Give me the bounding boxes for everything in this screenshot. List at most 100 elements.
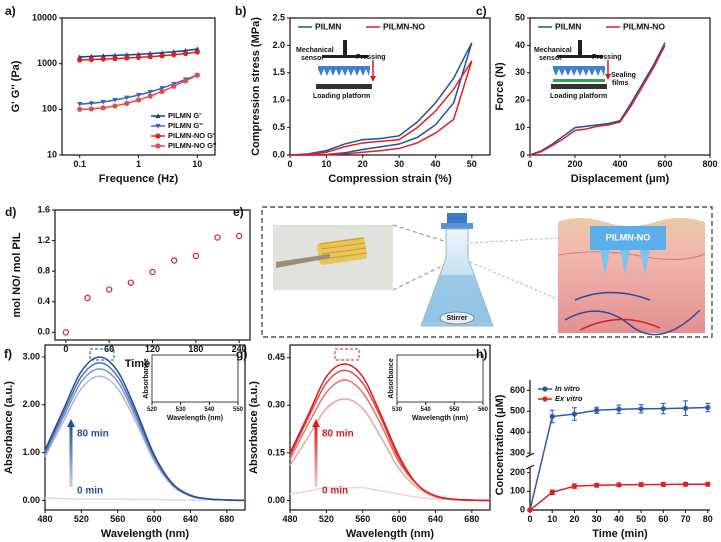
x-axis-label: Frequence (Hz) <box>99 173 179 185</box>
x-tick-label: 520 <box>147 407 158 413</box>
marker <box>124 55 130 61</box>
y-axis-label: Absorbance <box>388 358 395 399</box>
y-tick-label: 0.00 <box>22 495 40 505</box>
arrow-head <box>67 419 75 427</box>
x-tick-label: 800 <box>702 159 717 169</box>
marker <box>170 257 178 264</box>
legend-label: PILMN-NO G' <box>168 131 215 140</box>
y-tick-label: 10 <box>47 149 57 159</box>
legend-label: PILMN G'' <box>168 121 203 130</box>
plot-frame <box>151 354 239 403</box>
x-tick-label: 600 <box>147 514 162 524</box>
marker <box>155 113 161 119</box>
y-tick-label: 0.0 <box>272 149 285 159</box>
series-line <box>529 406 708 511</box>
x-tick-label: 680 <box>464 514 479 524</box>
marker <box>147 54 153 60</box>
sketch-text: films <box>612 80 628 87</box>
marker <box>100 105 106 111</box>
y-tick-label: 0.0 <box>37 327 50 337</box>
legend-label: PILMN-NO G'' <box>168 141 217 150</box>
sketch-text: Sealing <box>611 72 636 79</box>
panel-label: a) <box>5 4 16 18</box>
panel-label: c) <box>476 4 487 18</box>
y-axis-label: Absorbance (a.u.) <box>3 381 15 474</box>
arrow-shaft <box>69 425 73 487</box>
x-tick-label: 10 <box>547 514 557 524</box>
marker <box>660 481 666 488</box>
y-tick-label: 20 <box>515 95 525 105</box>
arrow-head <box>312 419 320 427</box>
x-tick-label: 530 <box>176 407 187 413</box>
marker <box>159 88 165 95</box>
y-tick-label: 40 <box>515 40 525 50</box>
x-tick-label: 1 <box>136 159 141 169</box>
series-line <box>289 363 491 502</box>
marker <box>527 507 533 513</box>
arrow-shaft <box>314 425 318 487</box>
y-tick-label: 0.15 <box>267 447 285 457</box>
x-axis-label: Wavelength (nm) <box>167 415 223 422</box>
marker <box>100 56 106 62</box>
y-axis-label: mol NO/ mol PIL <box>11 232 23 317</box>
y-tick-label: 2.00 <box>22 399 40 409</box>
marker <box>135 93 142 98</box>
axis-break <box>525 464 535 470</box>
sketch-b: Mechanical sensor Pressing Loading platf… <box>296 40 386 100</box>
plot-frame <box>44 344 246 511</box>
plot-frame <box>289 344 491 511</box>
marker <box>112 56 118 62</box>
y-axis-label: Absorbance <box>143 358 150 399</box>
marker <box>192 252 200 260</box>
marker <box>571 411 578 417</box>
x-tick-label: 550 <box>449 407 460 413</box>
legend-label: Ex vitro <box>555 394 583 403</box>
marker <box>105 286 113 293</box>
marker <box>549 489 555 495</box>
panel-label: d) <box>5 205 16 219</box>
y-tick-label: 1.0 <box>272 95 285 105</box>
marker <box>660 405 666 412</box>
legend-label: PILMN <box>555 21 581 31</box>
legend-label: PILMN <box>315 21 341 31</box>
marker <box>194 49 200 55</box>
sketch-text: Mechanical <box>296 47 334 54</box>
y-tick-label: 100 <box>42 104 57 114</box>
y-tick-label: 10000 <box>32 12 57 22</box>
annotation: 0 min <box>322 486 348 497</box>
marker <box>147 93 153 99</box>
y-axis-label: Absorbance (a.u.) <box>248 381 260 474</box>
marker <box>112 52 118 58</box>
legend-label: In vitro <box>555 384 580 393</box>
y-tick-label: 200 <box>510 467 525 477</box>
marker <box>171 52 177 58</box>
marker <box>124 95 130 101</box>
y-tick-label: 30 <box>515 67 525 77</box>
x-axis-label: Wavelength (nm) <box>101 528 190 540</box>
x-tick-label: 20 <box>358 159 368 169</box>
panel-label: h) <box>476 347 487 361</box>
x-tick-label: 180 <box>188 344 203 354</box>
y-axis-label: G' G'' (Pa) <box>10 60 22 112</box>
y-tick-label: 2.5 <box>272 12 285 22</box>
marker <box>147 89 153 95</box>
panel-label: e) <box>233 205 244 219</box>
marker <box>127 279 135 286</box>
y-tick-label: 0.4 <box>37 296 50 306</box>
y-axis-label: Force (N) <box>494 62 506 111</box>
x-tick-label: 0 <box>287 159 292 169</box>
patch-label: PILMN-NO <box>606 232 651 242</box>
x-tick-label: 240 <box>232 344 247 354</box>
x-tick-label: 400 <box>612 159 627 169</box>
marker <box>62 329 70 336</box>
y-tick-label: 0.45 <box>267 352 285 362</box>
x-axis-label: Wavelength (nm) <box>346 528 435 540</box>
sketch-c: Mechanical sensor Pressing Sealing films… <box>534 40 636 100</box>
marker <box>149 268 156 276</box>
x-tick-label: 80 <box>703 514 713 524</box>
y-tick-label: 600 <box>510 385 525 395</box>
marker <box>682 481 689 487</box>
marker <box>155 123 161 129</box>
sketch-text: Loading platform <box>550 93 607 100</box>
